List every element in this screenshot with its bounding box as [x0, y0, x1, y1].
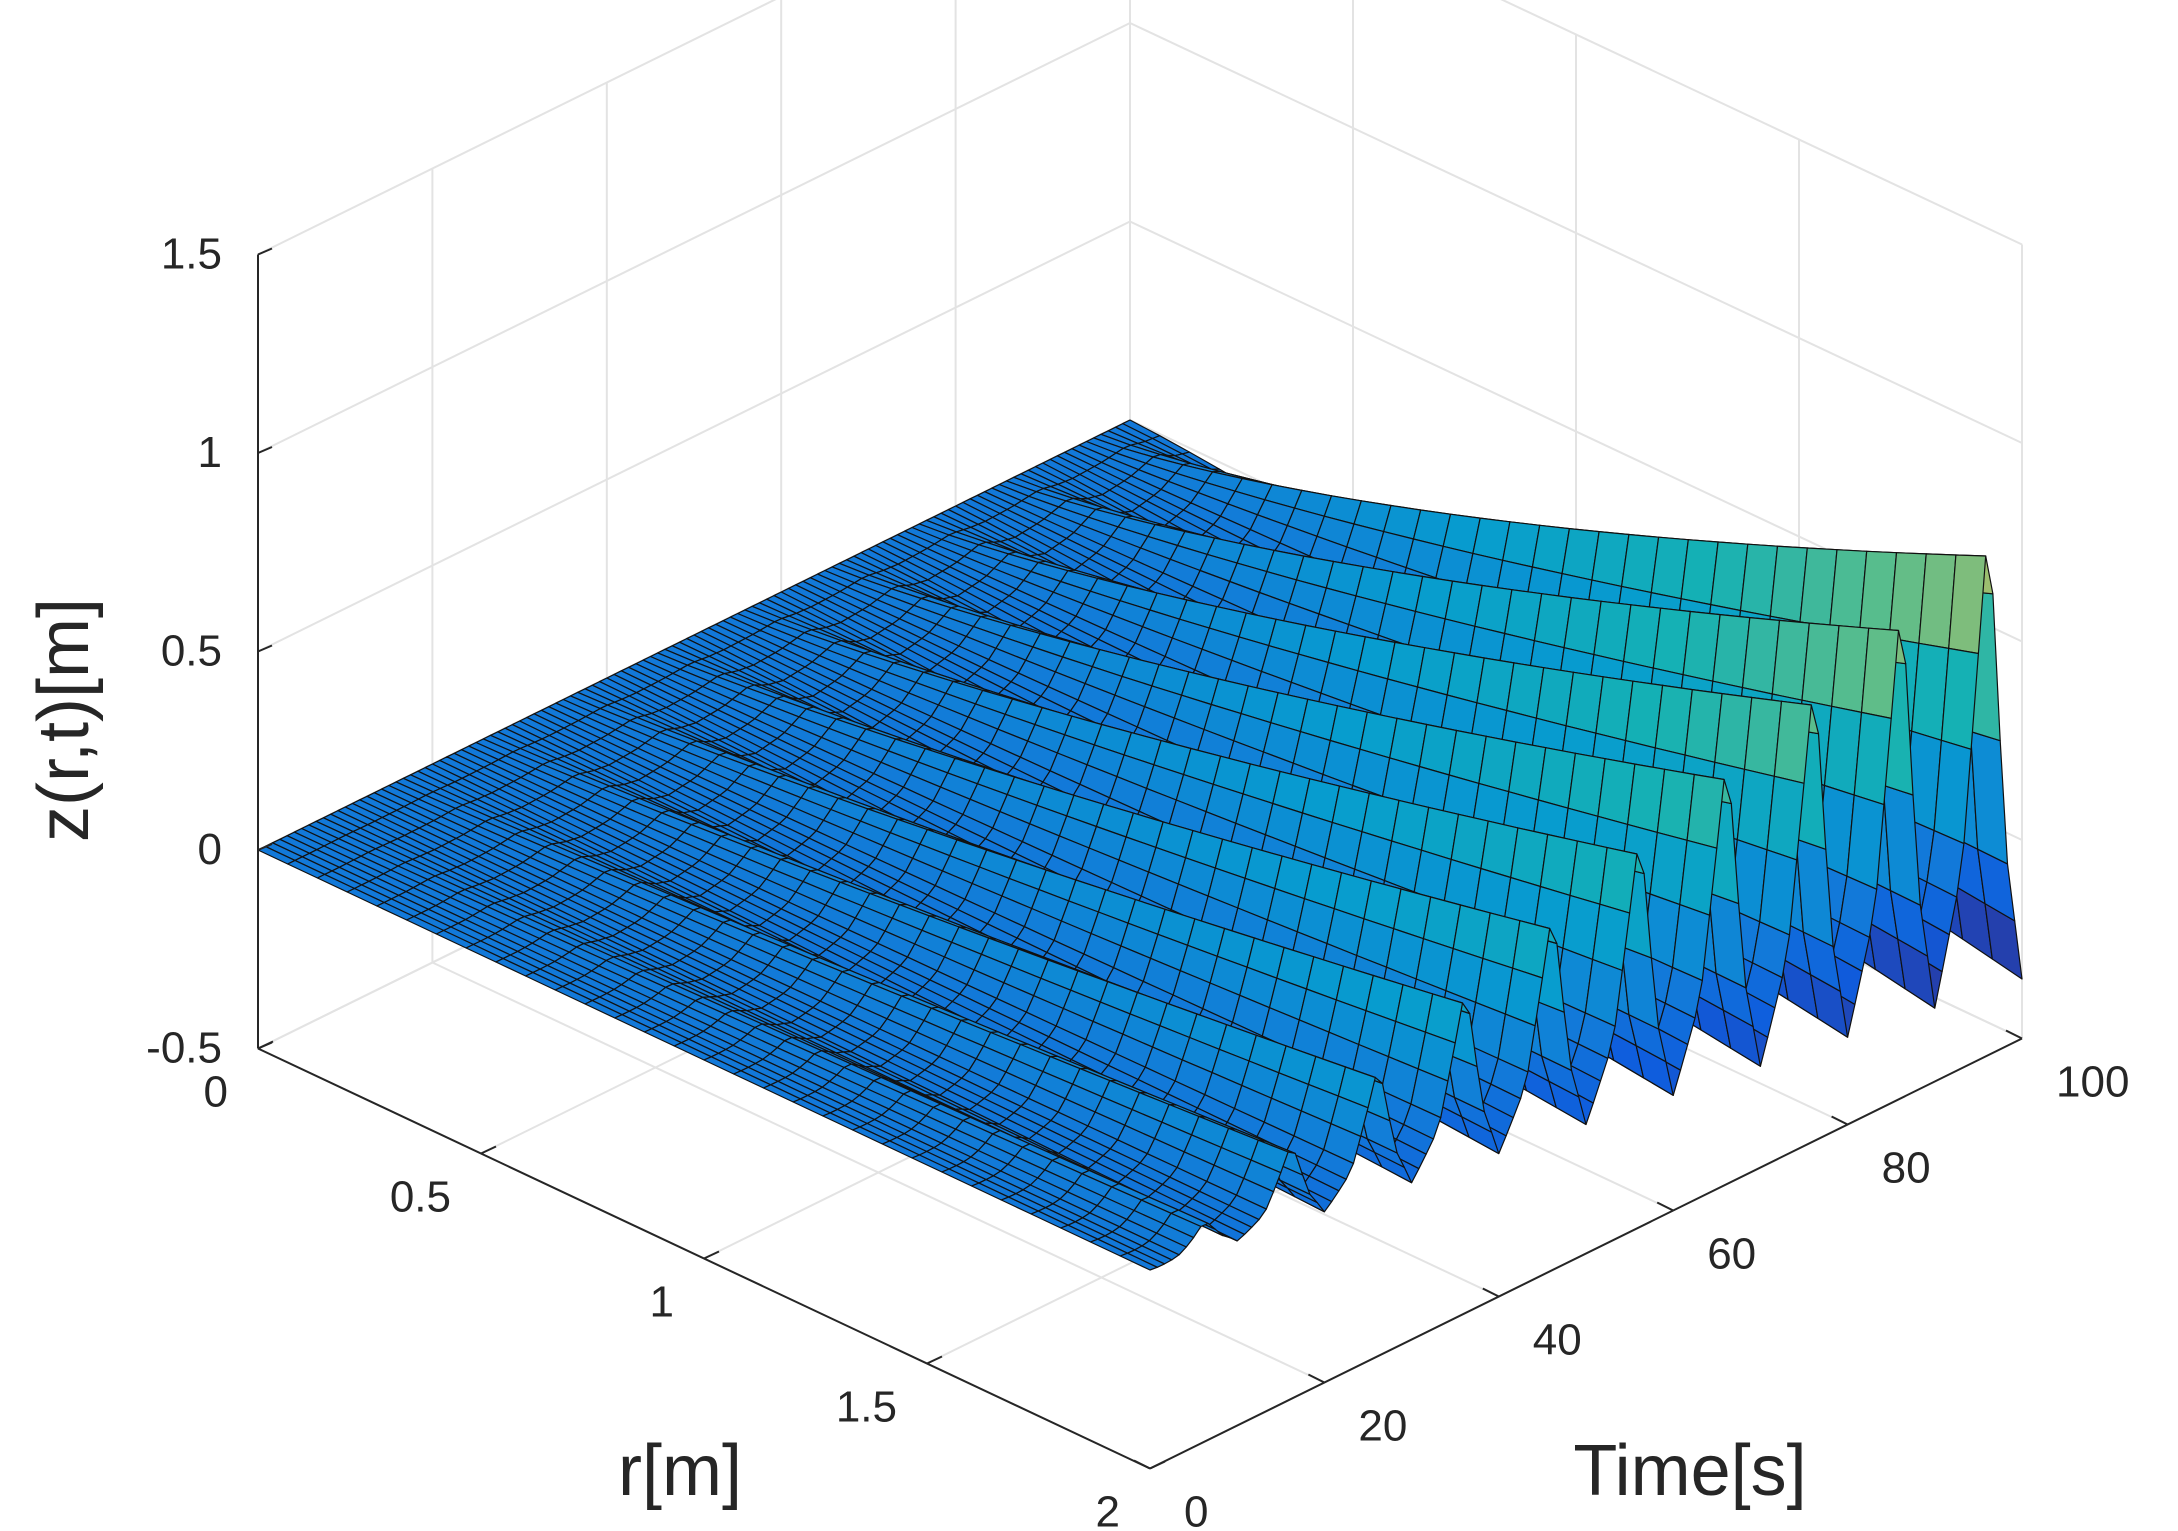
grid-line [431, 961, 1325, 1384]
x-tick-mark [926, 1355, 943, 1365]
y-tick-label: 100 [2056, 1058, 2129, 1107]
grid-line [257, 0, 777, 256]
y-tick-label: 0 [1184, 1488, 1208, 1531]
y-axis-line [1149, 1037, 2023, 1470]
z-tick-mark [257, 446, 273, 454]
x-tick-label: 2 [1096, 1488, 1120, 1531]
y-tick-mark [2005, 1029, 2023, 1040]
surface-patch [1119, 1252, 1158, 1271]
y-tick-mark [1482, 1287, 1500, 1298]
y-tick-label: 20 [1358, 1402, 1407, 1451]
z-tick-label: 1.5 [161, 230, 222, 279]
z-tick-label: 0.5 [161, 627, 222, 676]
z-tick-label: -0.5 [146, 1024, 222, 1073]
x-tick-mark [1149, 1460, 1166, 1470]
x-tick-label: 0.5 [390, 1173, 451, 1222]
surface-patch [1679, 839, 1718, 916]
surface-patch [1853, 711, 1892, 806]
z-tick-label: 1 [198, 428, 222, 477]
y-tick-label: 40 [1533, 1316, 1582, 1365]
grid-line [257, 220, 1131, 653]
x-axis-label: r[m] [618, 1431, 742, 1511]
y-tick-label: 80 [1882, 1144, 1931, 1193]
surface-patch [1591, 903, 1631, 972]
surface-patch [1686, 773, 1725, 849]
y-axis-label: Time[s] [1573, 1431, 1806, 1511]
x-tick-label: 1.5 [836, 1383, 897, 1432]
y-tick-mark [1133, 1459, 1151, 1470]
y-tick-mark [1656, 1201, 1674, 1212]
z-axis-label: z(r,t)[m] [24, 598, 104, 842]
x-tick-label: 1 [650, 1278, 674, 1327]
z-tick-mark [257, 644, 273, 653]
z-tick-label: 0 [198, 825, 222, 874]
surface-mesh [257, 419, 2023, 1271]
surface-patch [1940, 647, 1980, 750]
grid-line [257, 22, 1131, 454]
grid-line [1500, 0, 2023, 246]
y-tick-mark [1307, 1373, 1325, 1384]
x-tick-mark [257, 1040, 274, 1050]
y-tick-label: 60 [1707, 1230, 1756, 1279]
z-tick-mark [257, 843, 273, 851]
x-tick-mark [480, 1145, 497, 1155]
surface-patch [1766, 775, 1805, 861]
y-tick-mark [1831, 1115, 1849, 1126]
surface-patch [1846, 794, 1885, 890]
surface-patch [1933, 739, 1972, 845]
surface-patch [1599, 846, 1638, 914]
surface-patch [1671, 903, 1711, 982]
grid-line [1129, 22, 2023, 444]
surface-patch [1759, 849, 1798, 936]
x-tick-label: 0 [204, 1068, 228, 1117]
x-tick-mark [703, 1250, 720, 1260]
z-tick-mark [257, 247, 273, 256]
